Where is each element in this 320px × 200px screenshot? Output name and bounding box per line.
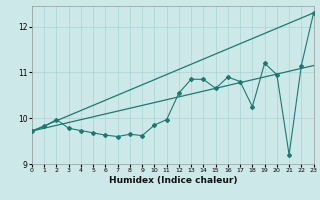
X-axis label: Humidex (Indice chaleur): Humidex (Indice chaleur) bbox=[108, 176, 237, 185]
